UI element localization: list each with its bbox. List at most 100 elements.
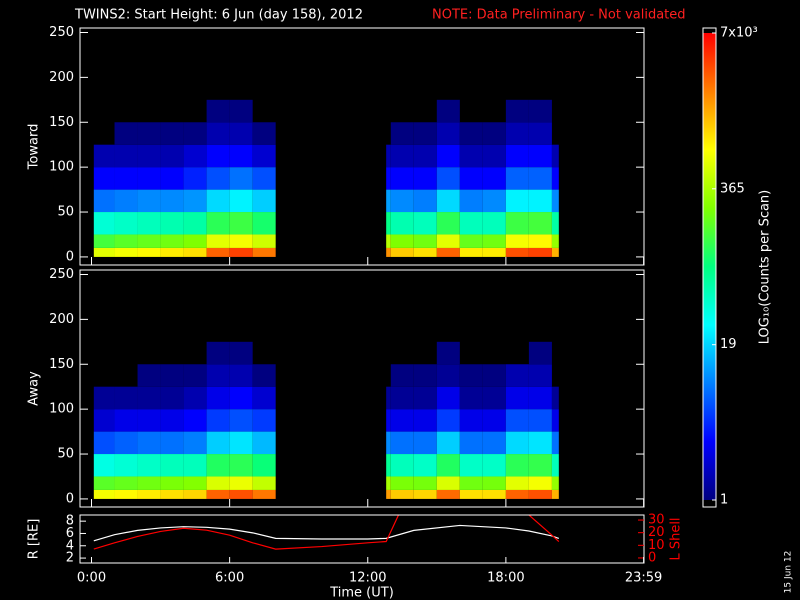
heatmap-cell <box>183 386 207 410</box>
heatmap-cell <box>505 212 529 235</box>
heatmap-cell <box>229 122 253 145</box>
heatmap-cell <box>528 144 552 168</box>
heatmap-cell <box>413 454 437 477</box>
y2-tick-label: 30 <box>648 513 665 528</box>
heatmap-cell <box>413 212 437 235</box>
heatmap-cell <box>93 431 115 455</box>
heatmap-cell <box>528 454 552 477</box>
colorbar-tick-label: 19 <box>720 337 737 352</box>
heatmap-cell <box>528 247 552 257</box>
heatmap-cell <box>551 189 559 213</box>
colorbar-label: LOG₁₀(Counts per Scan) <box>758 190 773 345</box>
heatmap-cell <box>482 489 506 499</box>
heatmap-cell <box>160 476 184 490</box>
heatmap-cell <box>206 144 230 168</box>
heatmap-cell <box>528 212 552 235</box>
heatmap-cell <box>390 247 414 257</box>
series-line <box>93 515 560 550</box>
heatmap-cell <box>137 212 161 235</box>
y-tick-label: 150 <box>49 357 74 372</box>
heatmap-cell <box>93 489 115 499</box>
heatmap-cell <box>93 409 115 432</box>
heatmap-cell <box>390 476 414 490</box>
colorbar-tick-label: 365 <box>720 181 745 196</box>
heatmap-cell <box>114 409 138 432</box>
heatmap-cell <box>551 247 559 257</box>
heatmap-cell <box>229 386 253 410</box>
heatmap-cell <box>229 189 253 213</box>
heatmap-cell <box>505 431 529 455</box>
heatmap-cell <box>551 386 559 410</box>
heatmap-cell <box>459 247 483 257</box>
heatmap-cell <box>505 122 529 145</box>
y2-tick-label: 0 <box>648 550 656 565</box>
heatmap-cell <box>482 386 506 410</box>
heatmap-cell <box>160 364 184 387</box>
heatmap-cell <box>436 364 460 387</box>
heatmap-cell <box>206 454 230 477</box>
x-tick-label: 23:59 <box>625 571 662 586</box>
y-tick-label: 100 <box>49 160 74 175</box>
heatmap-cell <box>459 476 483 490</box>
heatmap-cell <box>206 341 230 365</box>
colorbar-frame <box>702 27 717 508</box>
y2-tick-label: 10 <box>648 538 665 553</box>
heatmap-cell <box>229 341 253 365</box>
heatmap-cell <box>413 409 437 432</box>
heatmap-cell <box>183 364 207 387</box>
heatmap-cell <box>206 489 230 499</box>
heatmap-cell <box>436 489 460 499</box>
heatmap-cell <box>206 99 230 123</box>
heatmap-cell <box>482 189 506 213</box>
plot-area <box>93 515 560 550</box>
heatmap-cell <box>252 386 276 410</box>
heatmap-cell <box>505 454 529 477</box>
heatmap-cell <box>390 409 414 432</box>
heatmap-cell <box>528 99 552 123</box>
heatmap-cell <box>459 364 483 387</box>
heatmap-cell <box>436 476 460 490</box>
heatmap-cell <box>436 99 460 123</box>
y-tick-label: 4 <box>66 538 74 553</box>
heatmap-cell <box>459 454 483 477</box>
heatmap-cell <box>459 167 483 190</box>
heatmap-cell <box>206 431 230 455</box>
heatmap-cell <box>252 234 276 248</box>
heatmap-cell <box>137 122 161 145</box>
heatmap-cell <box>551 454 559 477</box>
heatmap-cell <box>183 454 207 477</box>
heatmap-cell <box>137 476 161 490</box>
heatmap-cell <box>386 167 391 190</box>
heatmap-cell <box>436 431 460 455</box>
heatmap-cell <box>137 386 161 410</box>
heatmap-cell <box>229 99 253 123</box>
heatmap-cell <box>390 167 414 190</box>
heatmap-cell <box>528 489 552 499</box>
heatmap-cell <box>551 409 559 432</box>
heatmap-cell <box>160 144 184 168</box>
heatmap-cell <box>183 476 207 490</box>
heatmap-cell <box>390 386 414 410</box>
heatmap-cell <box>93 144 115 168</box>
heatmap-cell <box>482 122 506 145</box>
y-tick-label: 50 <box>57 447 74 462</box>
heatmap-cell <box>93 476 115 490</box>
heatmap-cell <box>206 122 230 145</box>
heatmap-cell <box>390 454 414 477</box>
heatmap-cell <box>528 409 552 432</box>
heatmap-cell <box>206 476 230 490</box>
y-axis-label: Away <box>27 371 42 406</box>
heatmap-cell <box>93 247 115 257</box>
heatmap-cell <box>436 247 460 257</box>
heatmap-cell <box>114 212 138 235</box>
heatmap-cell <box>436 234 460 248</box>
heatmap-cell <box>505 234 529 248</box>
heatmap-cell <box>252 476 276 490</box>
heatmap-cell <box>137 144 161 168</box>
heatmap-cell <box>114 167 138 190</box>
heatmap-cell <box>137 189 161 213</box>
heatmap-cell <box>505 189 529 213</box>
